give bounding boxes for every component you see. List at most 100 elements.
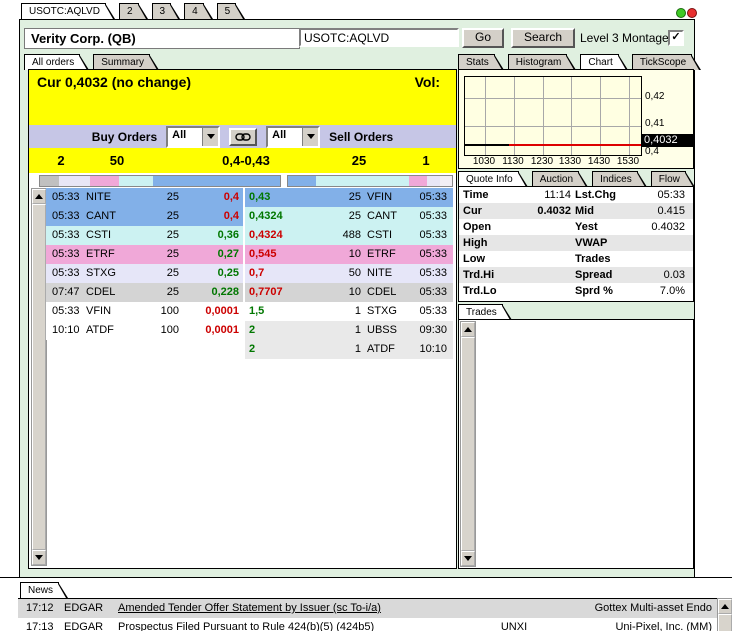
order-price: 1,5 bbox=[249, 305, 265, 317]
chevron-down-icon[interactable] bbox=[302, 127, 319, 146]
level3-montage-label: Level 3 Montage bbox=[580, 31, 669, 45]
order-size: 25 bbox=[348, 210, 361, 222]
buy-order-row[interactable]: 05:33 VFIN 100 0,0001 bbox=[46, 302, 243, 321]
order-size: 100 bbox=[160, 305, 179, 317]
tab-summary[interactable]: Summary bbox=[93, 54, 159, 70]
news-headline-link[interactable]: Amended Tender Offer Statement by Issuer… bbox=[118, 602, 381, 614]
depth-segment bbox=[59, 176, 91, 186]
order-filter-bar: Buy Orders All All Sell Orders bbox=[29, 125, 456, 148]
sell-filter-dropdown[interactable]: All bbox=[266, 125, 321, 148]
buy-order-row[interactable]: 07:47 CDEL 25 0,228 bbox=[46, 283, 243, 302]
chain-link-icon bbox=[235, 132, 251, 141]
scroll-down-button[interactable] bbox=[461, 551, 475, 566]
quote-tab-strip: Quote Info Auction Indices Flow bbox=[458, 171, 696, 187]
order-size: 25 bbox=[348, 191, 361, 203]
scrollbar-thumb[interactable] bbox=[718, 614, 732, 631]
analysis-tab-strip: Stats Histogram Chart TickScope bbox=[458, 54, 702, 70]
sell-order-list: 0,43 25 VFIN 05:33 0,4324 25 CANT 05:33 0,4324 48… bbox=[245, 188, 453, 359]
sell-order-row[interactable]: 0,545 10 ETRF 05:33 bbox=[245, 245, 453, 264]
market-maker-id: CSTI bbox=[367, 229, 393, 241]
trades-scrollbar[interactable] bbox=[460, 321, 476, 567]
tab-trades[interactable]: Trades bbox=[458, 304, 512, 320]
news-row[interactable]: 17:13 EDGAR Prospectus Filed Pursuant to R… bbox=[18, 618, 732, 631]
order-size: 25 bbox=[166, 229, 179, 241]
buy-order-row[interactable]: 05:33 ETRF 25 0,27 bbox=[46, 245, 243, 264]
news-company: Gottex Multi-asset Endo bbox=[594, 602, 712, 614]
news-section: News 17:12 EDGAR Amended Tender Offer Stat… bbox=[0, 577, 732, 631]
market-maker-id: UBSS bbox=[367, 324, 397, 336]
quote-value: 0.03 bbox=[663, 269, 685, 281]
order-size: 488 bbox=[342, 229, 361, 241]
scrollbar-thumb[interactable] bbox=[32, 204, 46, 550]
scroll-up-button[interactable] bbox=[461, 322, 475, 337]
tab-chart[interactable]: Chart bbox=[580, 54, 629, 70]
tab-stats[interactable]: Stats bbox=[458, 54, 504, 70]
window-tab-strip: USOTC:AQLVD 2 3 4 5 bbox=[21, 3, 245, 19]
market-maker-id: CDEL bbox=[86, 286, 116, 298]
quote-value bbox=[637, 251, 689, 267]
news-list: 17:12 EDGAR Amended Tender Offer Statement… bbox=[18, 598, 732, 631]
sell-depth-bar bbox=[287, 175, 453, 187]
buy-order-row[interactable]: 05:33 CSTI 25 0,36 bbox=[46, 226, 243, 245]
go-button[interactable]: Go bbox=[462, 28, 504, 48]
sell-order-row[interactable]: 0,7 50 NITE 05:33 bbox=[245, 264, 453, 283]
level3-montage-checkbox[interactable]: ✓ bbox=[668, 30, 684, 46]
window-tab-5[interactable]: 5 bbox=[216, 3, 245, 19]
depth-segment bbox=[90, 176, 120, 186]
quote-row: Trd.Hi Spread 0.03 bbox=[459, 267, 693, 283]
sell-order-row[interactable]: 2 1 ATDF 10:10 bbox=[245, 340, 453, 359]
market-maker-id: CDEL bbox=[367, 286, 397, 298]
window-tab-3[interactable]: 3 bbox=[151, 3, 180, 19]
link-filters-button[interactable] bbox=[229, 127, 258, 146]
tab-all-orders[interactable]: All orders bbox=[24, 54, 90, 70]
sell-order-row[interactable]: 1,5 1 STXG 05:33 bbox=[245, 302, 453, 321]
trades-tab-strip: Trades bbox=[458, 304, 512, 320]
order-price: 0,545 bbox=[249, 248, 277, 260]
news-source: EDGAR bbox=[64, 621, 104, 631]
buy-order-row[interactable]: 10:10 ATDF 100 0,0001 bbox=[46, 321, 243, 340]
news-scrollbar[interactable] bbox=[717, 598, 732, 631]
scroll-down-button[interactable] bbox=[32, 550, 46, 565]
buy-order-row[interactable]: 05:33 STXG 25 0,25 bbox=[46, 264, 243, 283]
tab-indices[interactable]: Indices bbox=[592, 171, 647, 187]
bbo-price-range: 0,4-0,43 bbox=[222, 153, 270, 168]
window-tab-2[interactable]: 2 bbox=[118, 3, 147, 19]
search-button[interactable]: Search bbox=[511, 28, 575, 48]
order-time: 05:33 bbox=[419, 191, 447, 203]
quote-value bbox=[513, 235, 575, 251]
quote-row: Low Trades bbox=[459, 251, 693, 267]
sell-order-row[interactable]: 0,4324 25 CANT 05:33 bbox=[245, 207, 453, 226]
order-size: 1 bbox=[354, 343, 361, 355]
symbol-input[interactable] bbox=[299, 28, 459, 47]
tab-quote-info[interactable]: Quote Info bbox=[458, 171, 528, 187]
news-row[interactable]: 17:12 EDGAR Amended Tender Offer Statement… bbox=[18, 599, 732, 618]
scroll-up-button[interactable] bbox=[718, 599, 732, 614]
order-book-scrollbar[interactable] bbox=[31, 188, 47, 566]
buy-total-size: 50 bbox=[109, 153, 125, 168]
order-time: 05:33 bbox=[52, 267, 80, 279]
buy-filter-dropdown[interactable]: All bbox=[166, 125, 221, 148]
window-tab-4[interactable]: 4 bbox=[184, 3, 213, 19]
buy-order-row[interactable]: 05:33 NITE 25 0,4 bbox=[46, 188, 243, 207]
news-headline-link[interactable]: Prospectus Filed Pursuant to Rule 424(b)… bbox=[118, 621, 375, 631]
quote-label: Low bbox=[463, 253, 485, 265]
scroll-up-button[interactable] bbox=[32, 189, 46, 204]
tab-tickscope[interactable]: TickScope bbox=[631, 54, 702, 70]
tab-histogram[interactable]: Histogram bbox=[507, 54, 576, 70]
tab-flow[interactable]: Flow bbox=[650, 171, 696, 187]
quote-value bbox=[637, 235, 689, 251]
buy-order-row[interactable]: 05:33 CANT 25 0,4 bbox=[46, 207, 243, 226]
market-maker-id: CANT bbox=[367, 210, 397, 222]
market-maker-id: VFIN bbox=[86, 305, 112, 317]
scrollbar-thumb[interactable] bbox=[461, 337, 475, 551]
sell-order-row[interactable]: 0,7707 10 CDEL 05:33 bbox=[245, 283, 453, 302]
tab-auction[interactable]: Auction bbox=[531, 171, 589, 187]
sell-order-row[interactable]: 2 1 UBSS 09:30 bbox=[245, 321, 453, 340]
sell-order-row[interactable]: 0,43 25 VFIN 05:33 bbox=[245, 188, 453, 207]
last-price-axis-label: 0,4032 bbox=[642, 134, 694, 147]
tab-news[interactable]: News bbox=[20, 582, 69, 598]
chevron-down-icon[interactable] bbox=[202, 127, 219, 146]
window-tab-symbol[interactable]: USOTC:AQLVD bbox=[21, 3, 115, 19]
quote-row: Trd.Lo Sprd % 7.0% bbox=[459, 283, 693, 299]
sell-order-row[interactable]: 0,4324 488 CSTI 05:33 bbox=[245, 226, 453, 245]
